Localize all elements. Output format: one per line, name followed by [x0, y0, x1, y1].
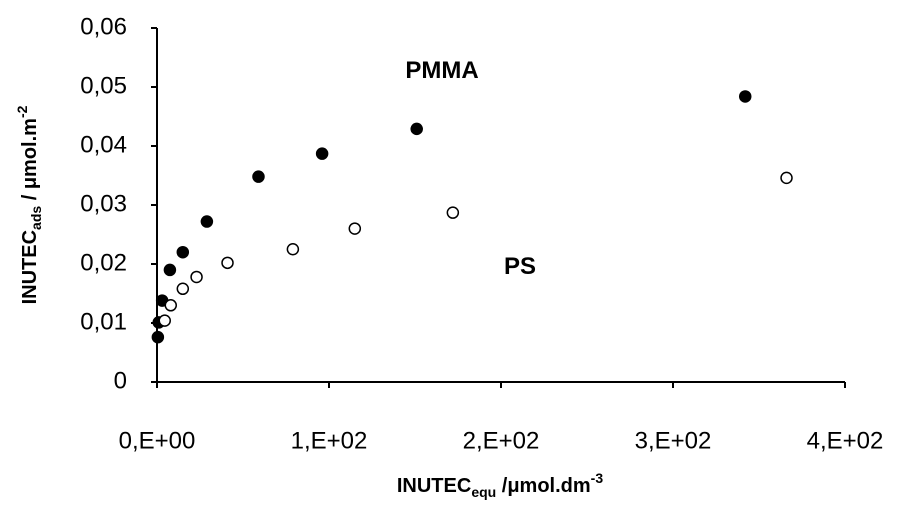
- x-tick-label: 1,E+02: [291, 427, 368, 454]
- x-tick-label: 4,E+02: [807, 427, 884, 454]
- x-title-main: INUTEC: [397, 475, 471, 497]
- y-tick-label: 0,06: [80, 13, 127, 40]
- data-point: [780, 171, 793, 185]
- data-point: [315, 147, 329, 160]
- annotation: PS: [504, 253, 536, 280]
- data-point: [151, 330, 165, 344]
- data-point: [163, 263, 177, 277]
- x-title-sub: equ: [471, 484, 496, 500]
- data-point: [410, 122, 423, 136]
- x-tick-label: 2,E+02: [463, 427, 540, 454]
- data-point: [158, 314, 171, 327]
- y-tick-label: 0,02: [80, 249, 127, 276]
- y-title-unit: / μmol.m: [19, 118, 41, 206]
- data-point: [286, 243, 300, 256]
- data-point: [446, 206, 460, 219]
- y-tick-label: 0,01: [80, 308, 127, 335]
- y-title-sup: -2: [14, 105, 30, 118]
- data-point: [164, 299, 178, 312]
- data-point: [738, 90, 752, 103]
- y-tick-label: 0: [114, 367, 127, 394]
- x-title-sup: -3: [591, 470, 604, 486]
- y-tick-label: 0,04: [80, 131, 127, 158]
- annotation: PMMA: [405, 57, 478, 84]
- x-axis-title: INUTECequ /μmol.dm-3: [397, 470, 603, 500]
- y-tick-label: 0,03: [80, 190, 127, 217]
- data-point: [176, 245, 190, 259]
- data-point: [190, 270, 203, 284]
- y-axis-title: INUTECads / μmol.m-2: [14, 105, 44, 304]
- y-title-sub: ads: [28, 206, 44, 230]
- x-title-unit: /μmol.dm: [496, 475, 590, 497]
- y-title-main: INUTEC: [19, 230, 41, 304]
- data-point: [176, 282, 190, 296]
- data-point: [200, 215, 214, 228]
- data-point: [348, 222, 362, 235]
- x-tick-label: 3,E+02: [635, 427, 712, 454]
- data-point: [221, 256, 234, 270]
- data-point: [252, 170, 265, 183]
- x-tick-label: 0,E+00: [119, 427, 196, 454]
- y-tick-label: 0,05: [80, 72, 127, 99]
